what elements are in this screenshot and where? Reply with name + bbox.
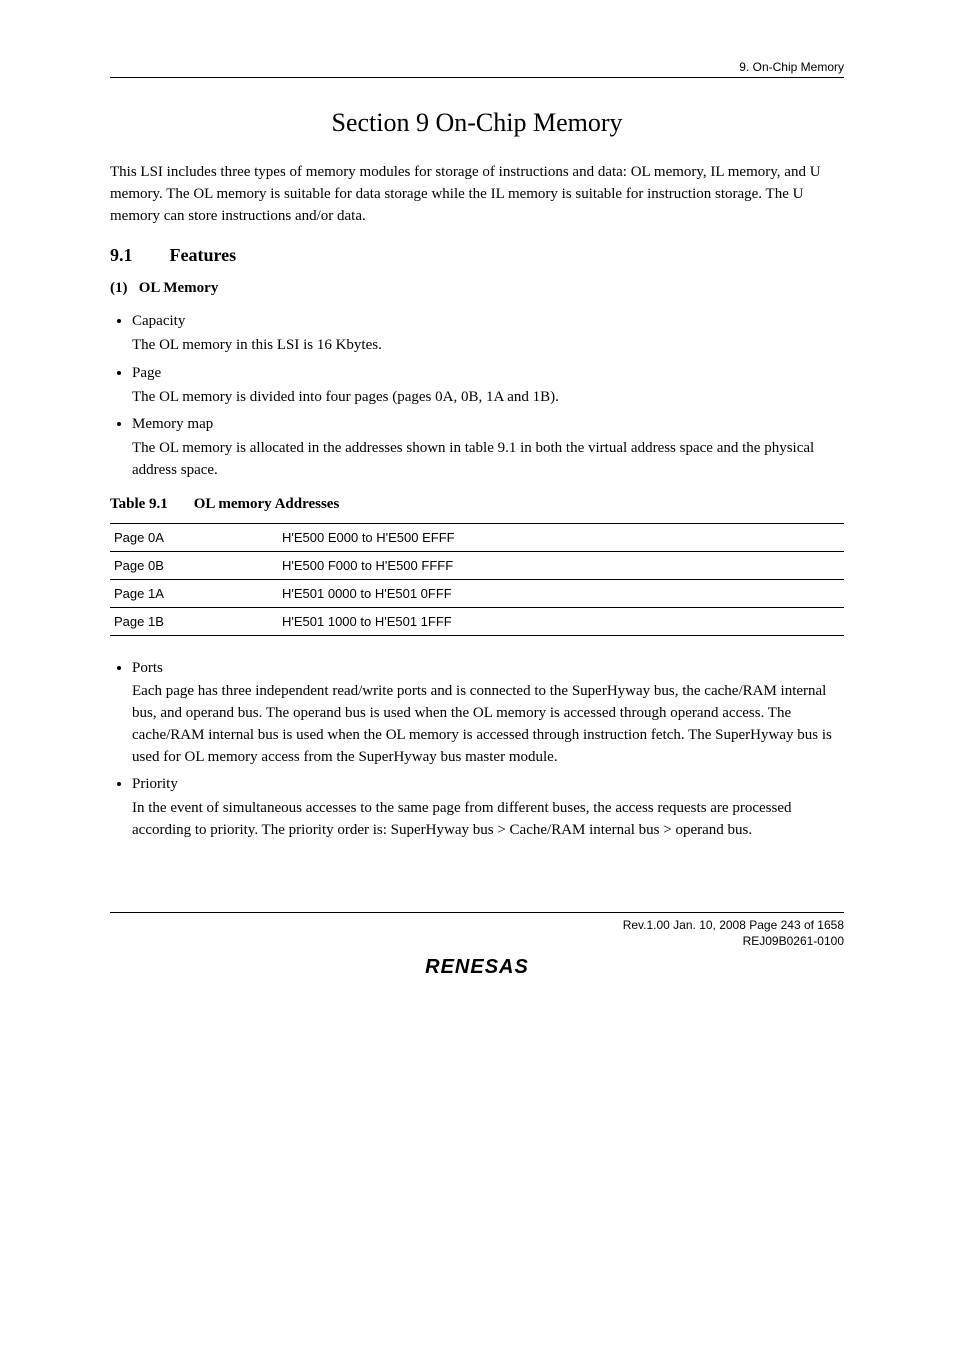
- bullet-body: The OL memory in this LSI is 16 Kbytes.: [132, 335, 844, 357]
- table-cell-range: H'E500 F000 to H'E500 FFFF: [278, 551, 844, 579]
- bullet-list-2: Ports Each page has three independent re…: [110, 658, 844, 842]
- heading-9-1: 9.1 Features: [110, 245, 844, 266]
- table-cell-page: Page 1B: [110, 607, 278, 635]
- table-cell-range: H'E501 1000 to H'E501 1FFF: [278, 607, 844, 635]
- list-item: Page The OL memory is divided into four …: [132, 363, 844, 409]
- subheading-text: OL Memory: [139, 280, 219, 296]
- footer-rule: Rev.1.00 Jan. 10, 2008 Page 243 of 1658 …: [110, 912, 844, 951]
- list-item: Memory map The OL memory is allocated in…: [132, 414, 844, 481]
- bullet-list-1: Capacity The OL memory in this LSI is 16…: [110, 311, 844, 481]
- list-item: Ports Each page has three independent re…: [132, 658, 844, 769]
- renesas-logo: RENESAS: [425, 956, 529, 978]
- bullet-body: In the event of simultaneous accesses to…: [132, 798, 844, 842]
- intro-paragraph: This LSI includes three types of memory …: [110, 162, 844, 227]
- page-container: 9. On-Chip Memory Section 9 On-Chip Memo…: [0, 0, 954, 1019]
- table-cell-page: Page 0A: [110, 523, 278, 551]
- subheading-1: (1) OL Memory: [110, 280, 844, 297]
- table-cell-range: H'E501 0000 to H'E501 0FFF: [278, 579, 844, 607]
- footer-line-2: REJ09B0261-0100: [110, 933, 844, 950]
- heading-number: 9.1: [110, 245, 165, 266]
- address-table: Page 0A H'E500 E000 to H'E500 EFFF Page …: [110, 523, 844, 636]
- list-item: Capacity The OL memory in this LSI is 16…: [132, 311, 844, 357]
- table-row: Page 1A H'E501 0000 to H'E501 0FFF: [110, 579, 844, 607]
- bullet-label: Capacity: [132, 313, 185, 329]
- header-bar: 9. On-Chip Memory: [110, 60, 844, 78]
- table-title: OL memory Addresses: [194, 496, 340, 512]
- bullet-label: Page: [132, 365, 161, 381]
- table-caption: Table 9.1 OL memory Addresses: [110, 496, 844, 513]
- table-cell-range: H'E500 E000 to H'E500 EFFF: [278, 523, 844, 551]
- table-cell-page: Page 1A: [110, 579, 278, 607]
- bullet-label: Memory map: [132, 416, 213, 432]
- table-row: Page 0A H'E500 E000 to H'E500 EFFF: [110, 523, 844, 551]
- bullet-body: Each page has three independent read/wri…: [132, 681, 844, 768]
- table-cell-page: Page 0B: [110, 551, 278, 579]
- heading-text: Features: [170, 245, 237, 265]
- subheading-label: (1): [110, 280, 128, 296]
- page-footer: Rev.1.00 Jan. 10, 2008 Page 243 of 1658 …: [110, 912, 844, 980]
- running-head: 9. On-Chip Memory: [110, 60, 844, 74]
- table-number: Table 9.1: [110, 496, 190, 513]
- bullet-body: The OL memory is allocated in the addres…: [132, 438, 844, 482]
- table-row: Page 1B H'E501 1000 to H'E501 1FFF: [110, 607, 844, 635]
- table-row: Page 0B H'E500 F000 to H'E500 FFFF: [110, 551, 844, 579]
- section-title: Section 9 On-Chip Memory: [110, 108, 844, 138]
- bullet-body: The OL memory is divided into four pages…: [132, 387, 844, 409]
- logo-container: RENESAS: [110, 956, 844, 979]
- bullet-label: Ports: [132, 660, 163, 676]
- list-item: Priority In the event of simultaneous ac…: [132, 774, 844, 841]
- footer-line-1: Rev.1.00 Jan. 10, 2008 Page 243 of 1658: [110, 917, 844, 934]
- bullet-label: Priority: [132, 776, 178, 792]
